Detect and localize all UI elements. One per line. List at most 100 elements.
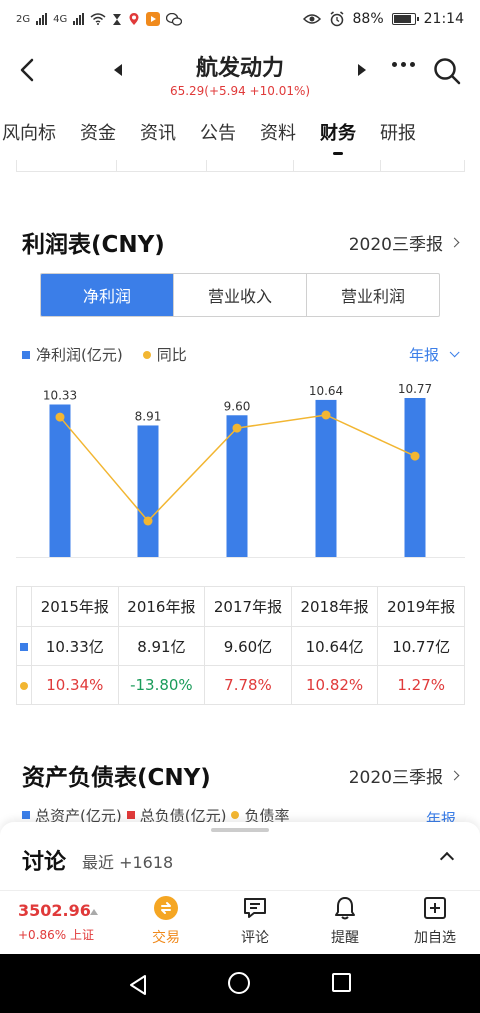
segment-revenue[interactable]: 营业收入 bbox=[173, 274, 306, 316]
table-cell: -13.80% bbox=[117, 665, 206, 705]
status-right: 88% 21:14 bbox=[302, 11, 464, 27]
discussion-title: 讨论 bbox=[22, 850, 67, 875]
table-cell: 1.27% bbox=[377, 665, 465, 705]
nav-home-icon[interactable] bbox=[228, 972, 250, 994]
legend-assets-label: 总资产(亿元) bbox=[35, 806, 122, 825]
legend-liabilities-label: 总负债(亿元) bbox=[139, 806, 227, 825]
table-row-yoy: 10.34% -13.80% 7.78% 10.82% 1.27% bbox=[16, 665, 465, 705]
income-period-link[interactable]: 2020三季报 bbox=[348, 230, 460, 255]
chevron-down-icon bbox=[449, 347, 460, 358]
comment-button[interactable]: 评论 bbox=[225, 895, 285, 947]
yoy-point bbox=[321, 410, 331, 420]
tab-funds[interactable]: 资金 bbox=[80, 123, 116, 144]
index-quote[interactable]: 3502.96 +0.86% 上证 bbox=[18, 901, 98, 943]
chart-bar bbox=[404, 398, 426, 557]
tab-wind-vane[interactable]: 风向标 bbox=[2, 123, 56, 144]
prev-stock-icon[interactable] bbox=[114, 64, 122, 76]
tab-news[interactable]: 资讯 bbox=[140, 123, 176, 144]
tab-announcements[interactable]: 公告 bbox=[200, 123, 236, 144]
video-app-icon bbox=[146, 12, 161, 26]
bar-value-label: 9.60 bbox=[224, 399, 251, 413]
table-cell: 10.64亿 bbox=[290, 626, 379, 666]
signal-icon-2 bbox=[73, 13, 85, 25]
table-cell: 10.82% bbox=[290, 665, 379, 705]
back-icon[interactable] bbox=[14, 56, 42, 84]
table-cell: 9.60亿 bbox=[204, 626, 292, 666]
chevron-up-icon[interactable] bbox=[439, 851, 455, 867]
yoy-point bbox=[232, 423, 242, 433]
comment-icon bbox=[244, 898, 266, 918]
bar-value-label: 10.33 bbox=[43, 388, 77, 402]
balance-period-label: 2020三季报 bbox=[348, 768, 443, 788]
legend-bar-swatch bbox=[22, 350, 30, 359]
tab-finance[interactable]: 财务 bbox=[320, 119, 356, 145]
stock-quote: 65.29(+5.94 +10.01%) bbox=[169, 84, 311, 98]
comment-label: 评论 bbox=[241, 930, 269, 946]
income-statement-title: 利润表(CNY) bbox=[22, 232, 165, 258]
chart-bar bbox=[49, 404, 71, 557]
add-watchlist-label: 加自选 bbox=[414, 930, 456, 946]
chart-bar bbox=[226, 415, 248, 557]
add-watchlist-button[interactable]: 加自选 bbox=[405, 895, 465, 947]
discussion-count: 最近 +1618 bbox=[82, 853, 174, 872]
table-cell: 10.33亿 bbox=[31, 626, 119, 666]
stock-title: 航发动力 65.29(+5.94 +10.01%) bbox=[140, 50, 340, 98]
legend-line-swatch bbox=[142, 350, 151, 359]
income-metric-switch: 净利润 营业收入 营业利润 bbox=[40, 273, 440, 317]
wechat-icon bbox=[166, 12, 183, 26]
table-header-cell: 2017年报 bbox=[204, 586, 292, 627]
legend-debt-ratio-swatch bbox=[231, 811, 240, 819]
income-data-table: 2015年报 2016年报 2017年报 2018年报 2019年报 10.33… bbox=[16, 586, 465, 705]
legend-liabilities-swatch bbox=[126, 811, 135, 819]
wifi-icon bbox=[90, 13, 106, 25]
bottom-toolbar: 3502.96 +0.86% 上证 交易 评论 提醒 加自选 bbox=[0, 890, 480, 954]
chart-legend: 净利润(亿元) 同比 bbox=[22, 344, 187, 365]
net-profit-chart: 10.33 8.91 9.60 10.64 10.77 bbox=[16, 382, 465, 558]
balance-sheet-title: 资产负债表(CNY) bbox=[22, 765, 211, 791]
alert-button[interactable]: 提醒 bbox=[315, 895, 375, 947]
table-header-cell: 2016年报 bbox=[117, 586, 206, 627]
nav-recents-icon[interactable] bbox=[332, 973, 351, 992]
legend-bar-label: 净利润(亿元) bbox=[36, 346, 123, 364]
sheet-drag-handle[interactable] bbox=[211, 828, 269, 832]
bar-value-label: 10.77 bbox=[398, 382, 432, 396]
table-row-net-profit: 10.33亿 8.91亿 9.60亿 10.64亿 10.77亿 bbox=[16, 626, 465, 666]
battery-icon bbox=[391, 13, 419, 25]
discussion-sheet[interactable]: 讨论 最近 +1618 bbox=[0, 822, 480, 890]
index-value: 3502.96 bbox=[18, 901, 91, 920]
table-cell: 8.91亿 bbox=[117, 626, 206, 666]
period-selector-label: 年报 bbox=[408, 346, 439, 364]
index-trend-icon bbox=[90, 909, 98, 915]
table-header-cell: 2019年报 bbox=[377, 586, 465, 627]
bar-value-label: 8.91 bbox=[135, 409, 162, 423]
trade-button[interactable]: 交易 bbox=[136, 895, 196, 947]
table-cell: 10.77亿 bbox=[377, 626, 465, 666]
tab-research[interactable]: 研报 bbox=[380, 123, 416, 144]
segment-net-profit[interactable]: 净利润 bbox=[41, 274, 173, 316]
search-icon[interactable] bbox=[432, 56, 462, 86]
balance-period-link[interactable]: 2020三季报 bbox=[348, 763, 460, 788]
nav-back-icon[interactable] bbox=[128, 974, 148, 996]
trade-label: 交易 bbox=[152, 930, 180, 946]
status-left: 2G 4G bbox=[16, 12, 183, 26]
income-period-label: 2020三季报 bbox=[348, 235, 443, 255]
next-stock-icon[interactable] bbox=[358, 64, 366, 76]
table-header-row: 2015年报 2016年报 2017年报 2018年报 2019年报 bbox=[16, 586, 465, 627]
bar-value-label: 10.64 bbox=[309, 384, 343, 398]
chart-bar bbox=[315, 399, 337, 557]
section-tabs: 风向标 资金 资讯 公告 资料 财务 研报 bbox=[0, 104, 480, 160]
chevron-right-icon bbox=[449, 237, 460, 248]
legend-assets-swatch bbox=[22, 811, 30, 819]
yoy-point bbox=[410, 451, 420, 461]
row-bar-swatch bbox=[20, 643, 28, 651]
alert-label: 提醒 bbox=[331, 930, 359, 946]
segment-operating-profit[interactable]: 营业利润 bbox=[306, 274, 439, 316]
period-selector[interactable]: 年报 bbox=[408, 344, 460, 365]
tab-profile[interactable]: 资料 bbox=[260, 123, 296, 144]
legend-line-label: 同比 bbox=[156, 346, 187, 364]
status-bar: 2G 4G 88% 21:14 bbox=[0, 0, 480, 38]
stock-header: 航发动力 65.29(+5.94 +10.01%) bbox=[0, 38, 480, 104]
chart-bar bbox=[137, 425, 159, 557]
more-icon[interactable] bbox=[392, 62, 415, 67]
balance-legend: 总资产(亿元) 总负债(亿元) 负债率 bbox=[22, 806, 289, 824]
